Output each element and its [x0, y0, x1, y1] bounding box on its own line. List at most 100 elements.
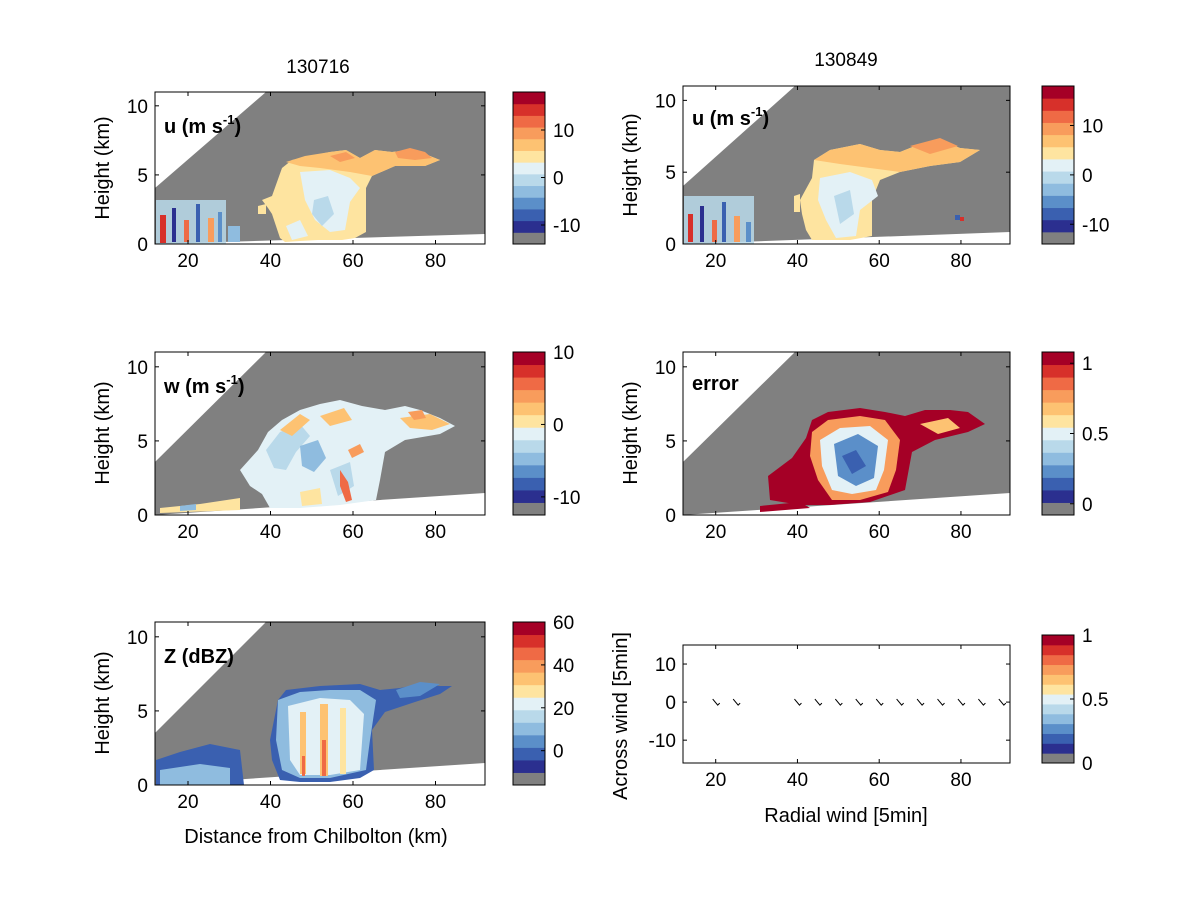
w-130716-field	[155, 352, 485, 515]
colorbar-tick-label: -10	[553, 216, 580, 237]
panel-wind-vectors: 20 40 60 80 -10 0 10	[649, 644, 1011, 791]
title-130716: 130716	[286, 57, 349, 78]
colorbar-tick-label: 10	[553, 343, 574, 364]
colorbar-band	[513, 92, 545, 105]
colorbar-band	[1042, 703, 1074, 715]
colorbar-band	[1042, 352, 1074, 366]
colorbar-band	[513, 208, 545, 222]
colorbar-tick-label: 0	[1082, 495, 1093, 516]
colorbar-band	[513, 684, 545, 698]
wind-vector-point	[998, 698, 1007, 706]
colorbar-band	[513, 150, 545, 163]
wind-vector-point	[978, 698, 986, 706]
ytick-label: 0	[665, 506, 676, 527]
colorbar-band	[1042, 477, 1074, 491]
colorbar-band	[1042, 489, 1074, 503]
colorbar-tick-label: 0.5	[1082, 690, 1108, 711]
panel-u-130716: u (m s-1) 20 40 60 80 0 5 10	[127, 91, 486, 272]
xtick-label: 40	[787, 522, 808, 543]
xtick-label: 60	[869, 770, 890, 791]
xtick-label: 40	[260, 522, 281, 543]
colorbar-tick-label: 1	[1082, 354, 1093, 375]
colorbar-band	[1042, 402, 1074, 416]
colorbar-frame	[512, 351, 546, 516]
colorbar-band	[513, 162, 545, 175]
colorbar-band	[513, 364, 545, 378]
colorbar-band	[513, 622, 545, 636]
ytick-label: 10	[127, 358, 148, 379]
colorbar-band	[513, 197, 545, 210]
z-130716-field	[155, 622, 485, 785]
colorbar-band	[513, 672, 545, 686]
colorbar-u_130849: -10 0 10	[1041, 85, 1109, 245]
colorbar-tick-label: 40	[553, 656, 574, 677]
colorbar-frame	[512, 621, 546, 786]
colorbar-band	[1042, 110, 1074, 123]
ytick-label: 0	[137, 235, 148, 256]
panel-u-130849: u (m s-1) 20 40 60 80 0 5 10	[655, 85, 1011, 272]
colorbar-z_130716: 0 20 40 60	[512, 613, 574, 786]
colorbar-band	[1042, 452, 1074, 466]
colorbar-band	[1042, 171, 1074, 184]
colorbar-band	[513, 464, 545, 478]
colorbar-band	[513, 477, 545, 491]
ylabel-p4: Height (km)	[620, 381, 642, 484]
colorbar-tick-label: 0	[1082, 166, 1093, 187]
xtick-label: 20	[177, 251, 198, 272]
xtick-label: 80	[950, 251, 971, 272]
ytick-label: 10	[127, 628, 148, 649]
ylabel-p3: Height (km)	[92, 381, 114, 484]
colorbar-tick-label: 1	[1082, 626, 1093, 647]
colorbar-band	[513, 489, 545, 503]
colorbar-band	[1042, 414, 1074, 428]
ytick-label: -10	[649, 731, 676, 752]
xtick-label: 40	[787, 251, 808, 272]
ytick-label: 5	[137, 166, 148, 187]
ytick-label: 0	[137, 776, 148, 797]
colorbar-band	[1042, 664, 1074, 675]
ytick-label: 10	[655, 91, 676, 112]
colorbar-band	[513, 747, 545, 761]
colorbar-error_130849: 00.51	[1041, 351, 1108, 516]
wind-vector-point	[875, 698, 884, 706]
panel-label-error: error	[692, 373, 739, 395]
colorbar-band	[513, 734, 545, 748]
colorbar-tick-label: 0.5	[1082, 425, 1108, 446]
colorbar-band	[1042, 743, 1074, 754]
wind-vector-point	[814, 698, 823, 706]
colorbar-band	[1042, 427, 1074, 441]
xtick-label: 20	[705, 770, 726, 791]
error-130849-field	[683, 352, 1010, 515]
colorbar-tick-label: 0	[1082, 754, 1093, 775]
wind-vector-point	[712, 698, 721, 706]
ytick-label: 5	[137, 702, 148, 723]
colorbar-band	[1042, 219, 1074, 233]
xtick-label: 20	[177, 792, 198, 813]
ytick-label: 5	[665, 432, 676, 453]
colorbar-band	[1042, 122, 1074, 136]
panel-z-130716: Z (dBZ) 20 40 60 80 0 5 10	[127, 621, 486, 813]
colorbar-band	[1042, 635, 1074, 646]
colorbar-band-missing	[1042, 502, 1074, 515]
xtick-label: 80	[950, 770, 971, 791]
xtick-label: 20	[705, 522, 726, 543]
wind-vector-point	[896, 698, 904, 706]
colorbar-band	[1042, 464, 1074, 478]
colorbar-tick-label: 0	[553, 742, 564, 763]
xtick-label: 20	[177, 522, 198, 543]
colorbar-band	[513, 659, 545, 673]
colorbar-band-missing	[513, 502, 545, 515]
ytick-label: 10	[655, 655, 676, 676]
colorbar-band	[513, 115, 545, 128]
colorbar-band	[513, 634, 545, 648]
colorbar-band-missing	[1042, 753, 1074, 763]
wind-vector-point	[937, 698, 945, 706]
colorbar-tick-label: 0	[553, 415, 564, 436]
colorbar-tick-label: 10	[553, 121, 574, 142]
colorbar-tick-label: 0	[553, 169, 564, 190]
xtick-label: 60	[342, 522, 363, 543]
colorbar-band	[1042, 723, 1074, 734]
colorbar-band	[513, 759, 545, 773]
colorbar-band	[1042, 134, 1074, 148]
